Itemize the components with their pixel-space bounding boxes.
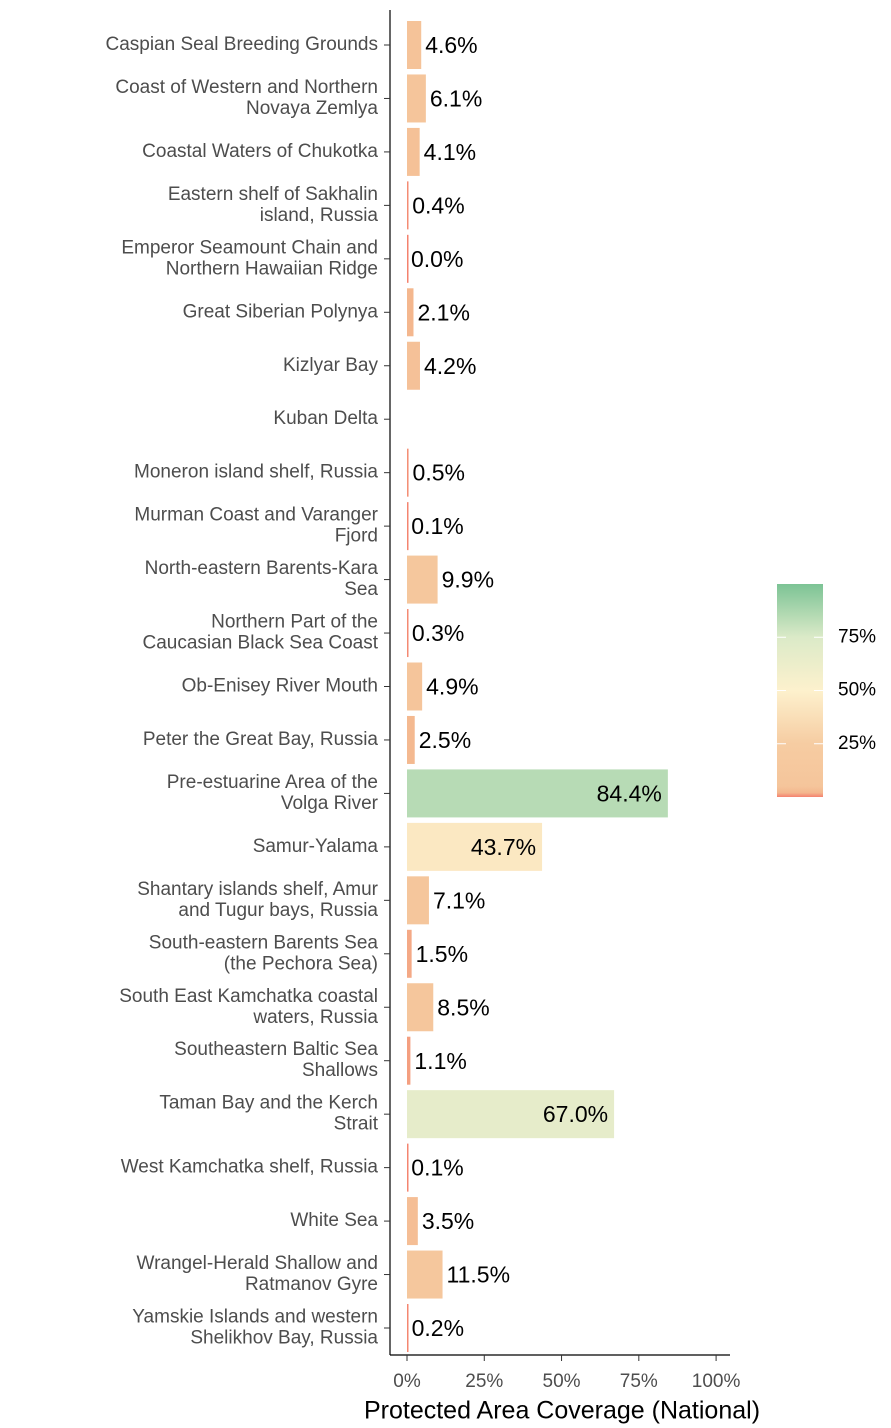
y-tick-label: Murman Coast and Varanger Fjord	[134, 505, 378, 547]
y-tick-label: Shantary islands shelf, Amur and Tugur ba…	[137, 879, 378, 921]
bar	[407, 21, 422, 69]
bar	[407, 822, 543, 871]
value-label: 4.1%	[424, 139, 476, 165]
colorbar-tick-label: 50%	[838, 680, 876, 701]
value-label: 0.1%	[411, 1155, 463, 1181]
y-tick-label: Moneron island shelf, Russia	[134, 462, 378, 483]
value-label: 2.5%	[419, 727, 471, 753]
x-tick-label: 75%	[620, 1371, 658, 1392]
bar	[407, 448, 409, 497]
y-tick-label: Kuban Delta	[273, 408, 378, 429]
y-tick-label: Wrangel-Herald Shallow and Ratmanov Gyre	[137, 1253, 379, 1295]
x-tick-label: 25%	[465, 1371, 503, 1392]
y-tick-label: Northern Part of the Caucasian Black Sea …	[142, 612, 378, 654]
bar	[407, 288, 414, 337]
bar	[407, 555, 438, 604]
y-tick-label: Caspian Seal Breeding Grounds	[105, 34, 378, 55]
bar	[407, 234, 409, 283]
y-tick-label: Eastern shelf of Sakhalin island, Russia	[168, 184, 379, 226]
colorbar-tick-label: 75%	[838, 626, 876, 647]
y-tick-label: Coast of Western and Northern Novaya Zeml…	[115, 77, 378, 119]
value-label: 0.1%	[411, 513, 463, 539]
y-tick-label: Samur-Yalama	[253, 836, 379, 857]
value-label: 1.5%	[416, 941, 468, 967]
y-tick-label: Taman Bay and the Kerch Strait	[159, 1093, 378, 1135]
value-label: 0.2%	[412, 1315, 464, 1341]
value-label: 6.1%	[430, 86, 482, 112]
value-label: 4.6%	[425, 32, 477, 58]
x-axis-title: Protected Area Coverage (National)	[364, 1397, 760, 1425]
value-label: 7.1%	[433, 887, 485, 913]
y-tick-label: Ob-Enisey River Mouth	[182, 676, 378, 697]
bar	[407, 1250, 443, 1299]
y-tick-label: South East Kamchatka coastal waters, Russ…	[119, 986, 378, 1028]
x-tick-label: 0%	[393, 1371, 421, 1392]
value-label: 2.1%	[417, 299, 469, 325]
bar	[407, 876, 429, 925]
y-tick-label: Emperor Seamount Chain and Northern Hawai…	[121, 237, 378, 279]
y-tick-label: Coastal Waters of Chukotka	[142, 141, 378, 162]
value-label: 43.7%	[471, 834, 536, 860]
value-label: 0.0%	[411, 246, 463, 272]
value-label: 0.5%	[413, 460, 465, 486]
y-tick-label: White Sea	[290, 1210, 378, 1231]
x-tick-label: 50%	[543, 1371, 581, 1392]
bar	[407, 715, 415, 764]
bar	[407, 929, 412, 978]
y-tick-label: Peter the Great Bay, Russia	[143, 729, 379, 750]
bar	[407, 502, 409, 551]
bar	[407, 341, 420, 390]
bar	[407, 127, 420, 176]
value-label: 67.0%	[543, 1101, 608, 1127]
bar	[407, 609, 409, 658]
y-tick-label: Great Siberian Polynya	[183, 301, 379, 322]
value-label: 11.5%	[447, 1262, 511, 1288]
bar	[407, 662, 423, 711]
bar	[407, 1304, 409, 1352]
bar	[407, 1036, 411, 1085]
y-tick-label: South-eastern Barents Sea (the Pechora Se…	[149, 932, 379, 974]
value-label: 4.9%	[426, 674, 478, 700]
bar	[407, 181, 409, 230]
bar	[407, 1143, 409, 1192]
value-label: 0.3%	[412, 620, 464, 646]
value-label: 84.4%	[597, 780, 662, 806]
bar	[407, 74, 426, 123]
y-tick-label: Pre-estuarine Area of the Volga River	[167, 772, 379, 814]
y-tick-label: Yamskie Islands and western Shelikhov Bay…	[132, 1307, 378, 1349]
value-label: 0.4%	[412, 192, 464, 218]
value-label: 8.5%	[437, 994, 489, 1020]
value-label: 3.5%	[422, 1208, 474, 1234]
x-tick-label: 100%	[692, 1371, 741, 1392]
value-label: 9.9%	[442, 567, 494, 593]
y-tick-label: Kizlyar Bay	[283, 355, 379, 376]
value-label: 4.2%	[424, 353, 476, 379]
colorbar-tick-label: 25%	[838, 733, 876, 754]
bar	[407, 983, 434, 1032]
y-tick-label: West Kamchatka shelf, Russia	[121, 1157, 379, 1178]
value-label: 1.1%	[414, 1048, 466, 1074]
y-tick-label: Southeastern Baltic Sea Shallows	[174, 1039, 378, 1081]
bar	[407, 769, 668, 818]
bar	[407, 1197, 418, 1246]
bar	[407, 1090, 615, 1139]
y-tick-label: North-eastern Barents-Kara Sea	[145, 558, 379, 600]
